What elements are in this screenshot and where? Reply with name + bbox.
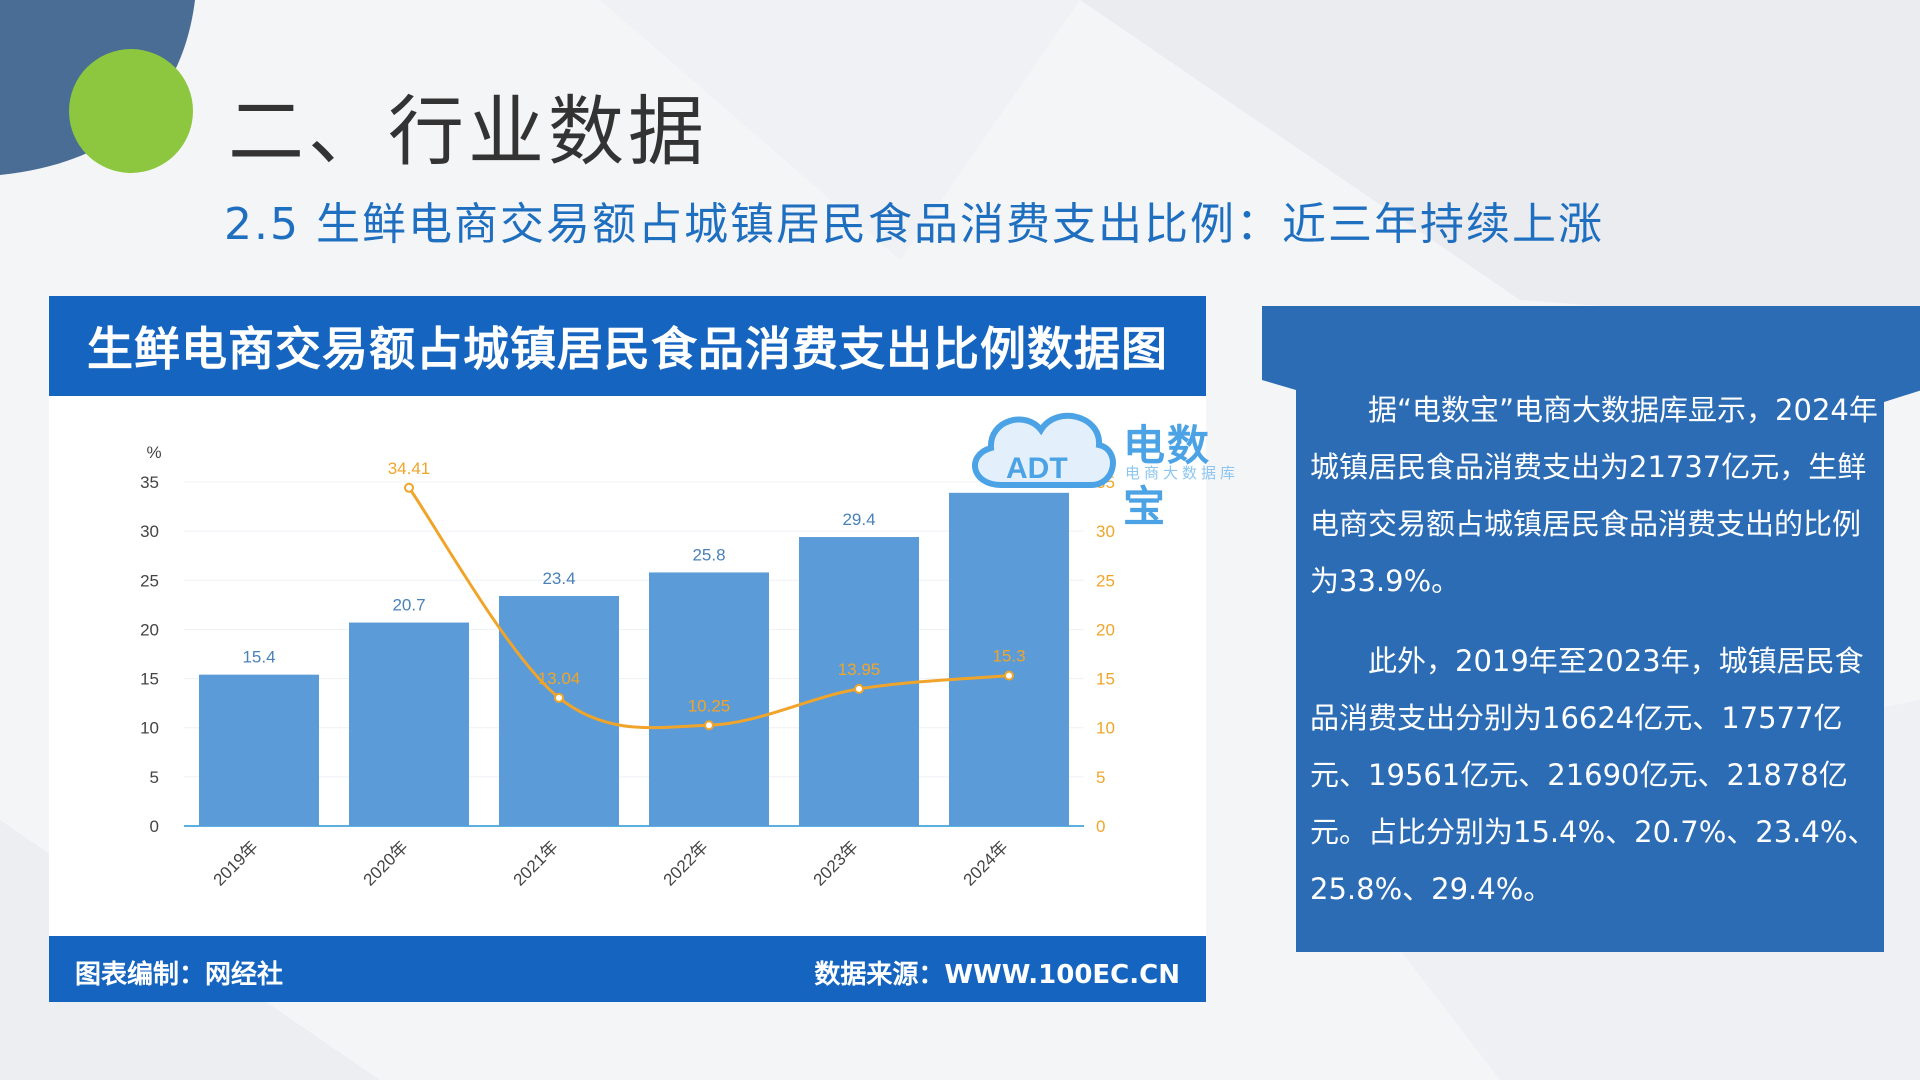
- y-tick-right: 0: [1096, 817, 1105, 836]
- y-tick-left: 30: [140, 522, 159, 541]
- y-tick-right: 25: [1096, 571, 1115, 590]
- chart-plot: 0055101015152020252530303535%%15.42019年2…: [140, 443, 1115, 890]
- bar: [349, 622, 469, 826]
- x-tick-label: 2022年: [660, 837, 712, 889]
- y-tick-right: 20: [1096, 620, 1115, 639]
- bar-value-label: 23.4: [542, 569, 575, 588]
- bar-value-label: 29.4: [842, 510, 875, 529]
- bar-value-label: 15.4: [242, 648, 275, 667]
- line-value-label: 10.25: [688, 696, 731, 715]
- line-point: [704, 720, 714, 731]
- text-panel-body: 据“电数宝”电商大数据库显示，2024年城镇居民食品消费支出为21737亿元，生…: [1310, 382, 1880, 941]
- line-series: [407, 486, 1010, 730]
- y-tick-right: 5: [1096, 768, 1105, 787]
- y-tick-right: 30: [1096, 522, 1115, 541]
- bar: [499, 596, 619, 826]
- page-subtitle: 2.5 生鲜电商交易额占城镇居民食品消费支出比例：近三年持续上涨: [224, 199, 1604, 250]
- bar: [949, 492, 1069, 826]
- bar: [649, 572, 769, 826]
- text-paragraph-1: 据“电数宝”电商大数据库显示，2024年城镇居民食品消费支出为21737亿元，生…: [1310, 393, 1878, 598]
- y-tick-left: 15: [140, 670, 159, 689]
- text-paragraph-2: 此外，2019年至2023年，城镇居民食品消费支出分别为16624亿元、1757…: [1310, 644, 1877, 906]
- line-point: [404, 482, 414, 493]
- x-tick-label: 2019年: [210, 837, 262, 889]
- bar-value-label: 25.8: [692, 545, 725, 564]
- y-tick-left: 20: [140, 620, 159, 639]
- y-tick-left: 10: [140, 719, 159, 738]
- chart-card: 生鲜电商交易额占城镇居民食品消费支出比例数据图 0 0 5 5 10 10 15 15 20 20…: [49, 296, 1235, 1002]
- logo-text: 电数宝: [1123, 421, 1212, 531]
- bar: [799, 537, 919, 826]
- bar: [199, 674, 319, 826]
- chart-source: 数据来源：WWW.100EC.CN: [814, 960, 1180, 990]
- line-value-label: 15.3: [992, 647, 1025, 666]
- chart-header: 生鲜电商交易额占城镇居民食品消费支出比例数据图: [49, 296, 1206, 396]
- y-tick-left: 25: [140, 571, 159, 590]
- green-circle-decoration: [69, 49, 193, 173]
- line-point: [554, 692, 564, 703]
- logo-mark-text: ADT: [1006, 452, 1068, 485]
- chart-footer: 图表编制：网经社 数据来源：WWW.100EC.CN: [49, 936, 1206, 1002]
- x-tick-label: 2024年: [960, 837, 1012, 889]
- logo: ADT 电数宝 电商大数据库: [961, 400, 1251, 531]
- y-tick-left: 35: [140, 473, 159, 492]
- bar-value-label: 20.7: [392, 596, 425, 615]
- page-title: 二、行业数据: [228, 87, 708, 176]
- text-panel-background: [1262, 306, 1920, 952]
- line-value-label: 13.95: [838, 660, 881, 679]
- x-tick-label: 2021年: [510, 837, 562, 889]
- y-tick-left: 5: [150, 768, 159, 787]
- y-tick-left: 0: [150, 817, 159, 836]
- y-axis-label-left: %: [146, 443, 161, 462]
- line-point: [1004, 670, 1014, 681]
- logo-subtext: 电商大数据库: [1125, 464, 1240, 482]
- x-tick-label: 2020年: [360, 837, 412, 889]
- x-tick-label: 2023年: [810, 837, 862, 889]
- line-value-label: 13.04: [538, 669, 581, 688]
- y-tick-right: 15: [1096, 670, 1115, 689]
- line-point: [854, 683, 864, 694]
- cloud-logo-icon: ADT: [972, 412, 1116, 488]
- line-value-label: 34.41: [388, 459, 431, 478]
- text-panel: 据“电数宝”电商大数据库显示，2024年城镇居民食品消费支出为21737亿元，生…: [1262, 306, 1920, 956]
- chart-credit: 图表编制：网经社: [75, 960, 284, 990]
- y-tick-right: 10: [1096, 719, 1115, 738]
